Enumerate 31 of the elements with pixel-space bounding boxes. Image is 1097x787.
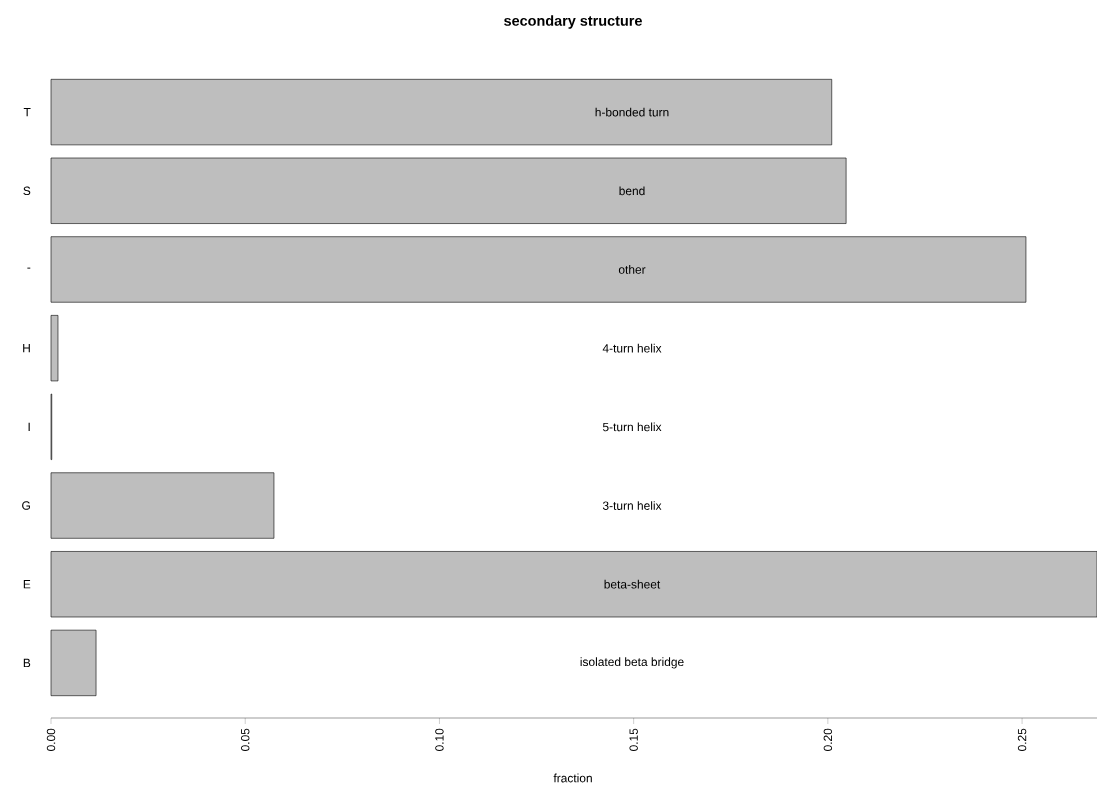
bar bbox=[50, 472, 275, 539]
x-axis-title: fraction bbox=[553, 773, 592, 783]
bar bbox=[50, 79, 833, 146]
bar bbox=[50, 629, 97, 696]
y-tick-label: S bbox=[23, 186, 31, 195]
annotation: h-bonded turn bbox=[595, 107, 669, 117]
x-tick-label: 0.20 bbox=[823, 728, 833, 751]
y-tick-label: G bbox=[22, 501, 30, 510]
y-tick-label: B bbox=[23, 658, 31, 668]
annotation: beta-sheet bbox=[604, 579, 661, 589]
chart-title: secondary structure bbox=[504, 15, 642, 29]
y-tick-label: E bbox=[23, 580, 31, 589]
bar bbox=[50, 315, 59, 382]
annotation: 3-turn helix bbox=[602, 501, 662, 510]
y-tick-label: T bbox=[23, 107, 31, 117]
y-tick-label: - bbox=[27, 267, 31, 269]
bar bbox=[50, 236, 1027, 303]
bar bbox=[50, 157, 847, 224]
x-tick-label: 0.15 bbox=[629, 728, 638, 751]
x-tick-label: 0.25 bbox=[1017, 728, 1027, 751]
y-tick-label: I bbox=[28, 422, 30, 431]
x-tick-label: 0.10 bbox=[435, 728, 444, 751]
annotation: 4-turn helix bbox=[602, 343, 662, 353]
annotation: isolated beta bridge bbox=[580, 657, 684, 669]
y-tick-label: H bbox=[23, 344, 30, 353]
annotation: 5-turn helix bbox=[602, 422, 662, 432]
annotation: other bbox=[618, 265, 646, 274]
x-tick-label: 0.00 bbox=[46, 728, 56, 751]
bar bbox=[50, 551, 1097, 618]
x-tick-label: 0.05 bbox=[240, 728, 250, 751]
annotation: bend bbox=[619, 186, 645, 196]
